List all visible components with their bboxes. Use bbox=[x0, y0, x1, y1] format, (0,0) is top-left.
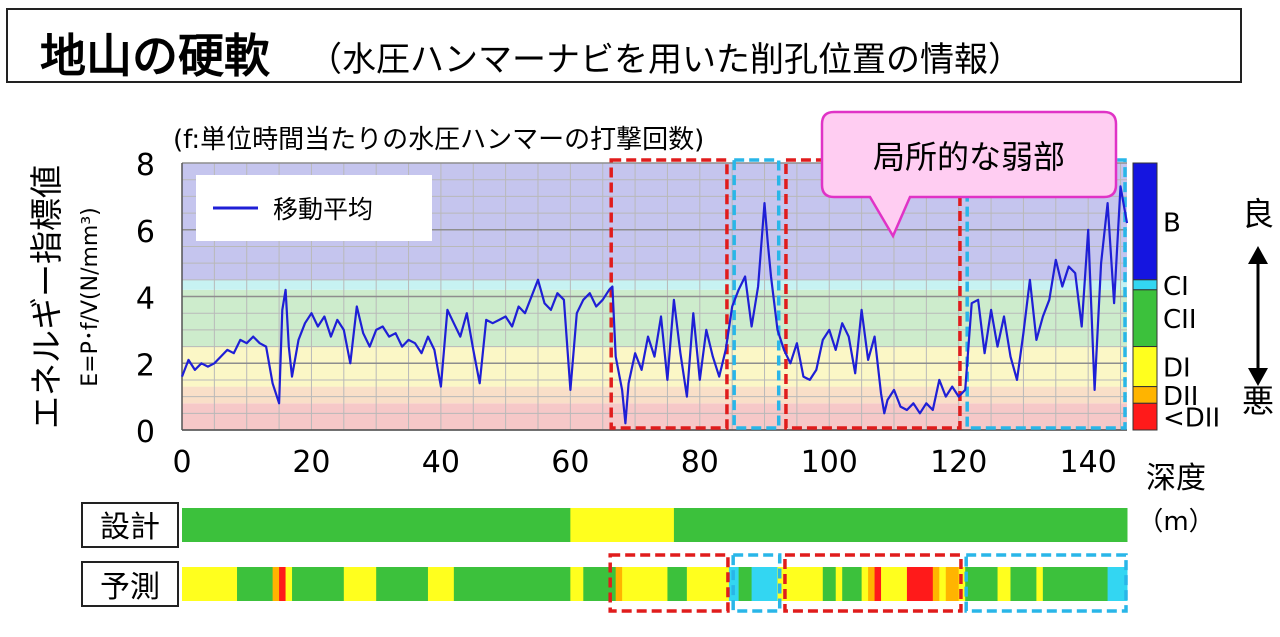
predict-segment bbox=[427, 567, 455, 601]
predict-segment bbox=[728, 567, 740, 601]
predict-segment bbox=[868, 567, 876, 601]
predict-segment bbox=[272, 567, 280, 601]
predict-label-box bbox=[81, 561, 179, 607]
predict-segment bbox=[1010, 567, 1037, 601]
design-segment bbox=[673, 508, 1128, 542]
x-tick-label: 100 bbox=[801, 445, 858, 480]
class-label: <DII bbox=[1163, 404, 1220, 434]
y-tick-label: 2 bbox=[136, 348, 155, 383]
band-1 bbox=[182, 386, 1127, 404]
predict-segment bbox=[237, 567, 274, 601]
callout-text: 局所的な弱部 bbox=[873, 138, 1065, 176]
predict-segment bbox=[615, 567, 623, 601]
page-title: 地山の硬軟 bbox=[40, 29, 270, 83]
class-swatch-2 bbox=[1132, 289, 1158, 348]
predict-segment bbox=[932, 567, 940, 601]
class-swatch-4 bbox=[1132, 386, 1158, 404]
x-axis-unit: （m） bbox=[1137, 507, 1214, 537]
predict-segment bbox=[570, 567, 584, 601]
predict-segment bbox=[881, 567, 908, 601]
predict-label: 予測 bbox=[100, 570, 160, 605]
predict-segment bbox=[376, 567, 429, 601]
moving-average-line bbox=[180, 185, 1129, 425]
design-label: 設計 bbox=[100, 510, 160, 545]
x-tick-label: 60 bbox=[551, 445, 589, 480]
y-axis-label: エネルギー指標値 bbox=[27, 165, 66, 429]
bad-label: 悪 bbox=[1242, 382, 1274, 420]
legend-label: 移動平均 bbox=[273, 195, 373, 224]
predict-segment bbox=[965, 567, 999, 601]
predict-segment bbox=[1036, 567, 1044, 601]
class-label: CI bbox=[1163, 272, 1189, 302]
predict-segment bbox=[453, 567, 571, 601]
predict-segment bbox=[906, 567, 934, 601]
predict-segment bbox=[835, 567, 843, 601]
predict-highlight-box-2 bbox=[783, 553, 963, 613]
class-swatch-0 bbox=[1132, 162, 1158, 281]
x-axis-label: 深度 bbox=[1146, 461, 1206, 496]
predict-segment bbox=[945, 567, 960, 601]
band-0 bbox=[182, 403, 1127, 430]
page-subtitle: （水圧ハンマーナビを用いた削孔位置の情報） bbox=[308, 40, 1022, 80]
predict-segment bbox=[874, 567, 882, 601]
x-tick-label: 20 bbox=[292, 445, 330, 480]
class-swatch-3 bbox=[1132, 346, 1158, 388]
design-label-box bbox=[81, 502, 179, 548]
y-tick-label: 0 bbox=[136, 415, 155, 450]
quality-arrow-up bbox=[1248, 246, 1268, 264]
predict-segment bbox=[997, 567, 1011, 601]
predict-highlight-box-1 bbox=[731, 553, 782, 613]
predict-segment bbox=[667, 567, 688, 601]
predict-segment bbox=[861, 567, 869, 601]
predict-segment bbox=[939, 567, 947, 601]
class-swatch-1 bbox=[1132, 279, 1158, 291]
class-label: B bbox=[1163, 208, 1181, 238]
predict-segment bbox=[822, 567, 837, 601]
predict-highlight-box-3 bbox=[964, 553, 1128, 613]
predict-segment bbox=[1107, 567, 1128, 601]
predict-segment bbox=[1042, 567, 1109, 601]
predict-segment bbox=[343, 567, 377, 601]
design-segment bbox=[570, 508, 675, 542]
x-tick-label: 120 bbox=[930, 445, 987, 480]
callout-bubble bbox=[820, 110, 1118, 239]
predict-segment bbox=[842, 567, 863, 601]
predict-segment bbox=[622, 567, 668, 601]
y-axis-formula: E=P･f/V(N/mm³) bbox=[78, 207, 103, 387]
predict-segment bbox=[751, 567, 778, 601]
class-swatch-5 bbox=[1132, 402, 1158, 431]
predict-segment bbox=[285, 567, 293, 601]
x-tick-label: 140 bbox=[1060, 445, 1117, 480]
predict-segment bbox=[738, 567, 753, 601]
design-segment bbox=[182, 508, 571, 542]
highlight-box-2 bbox=[784, 158, 962, 430]
highlight-box-1 bbox=[732, 158, 781, 430]
predict-segment bbox=[182, 567, 238, 601]
y-tick-label: 4 bbox=[136, 282, 155, 317]
y-tick-label: 6 bbox=[136, 215, 155, 250]
good-label: 良 bbox=[1242, 195, 1274, 233]
class-label: DI bbox=[1163, 354, 1191, 384]
chart-subtitle: (f:単位時間当たりの水圧ハンマーの打撃回数) bbox=[173, 125, 704, 155]
x-tick-label: 40 bbox=[422, 445, 460, 480]
highlight-box-0 bbox=[609, 158, 729, 430]
band-4 bbox=[182, 279, 1127, 290]
predict-segment bbox=[279, 567, 287, 601]
title-box: 地山の硬軟 （水圧ハンマーナビを用いた削孔位置の情報） bbox=[6, 8, 1242, 83]
quality-arrow-down bbox=[1248, 368, 1268, 386]
x-tick-label: 0 bbox=[172, 445, 191, 480]
class-label: CII bbox=[1163, 305, 1197, 335]
predict-segment bbox=[292, 567, 345, 601]
predict-highlight-box-0 bbox=[608, 553, 730, 613]
y-tick-label: 8 bbox=[136, 148, 155, 183]
predict-segment bbox=[686, 567, 730, 601]
x-tick-label: 80 bbox=[681, 445, 719, 480]
class-label: DII bbox=[1163, 382, 1198, 412]
